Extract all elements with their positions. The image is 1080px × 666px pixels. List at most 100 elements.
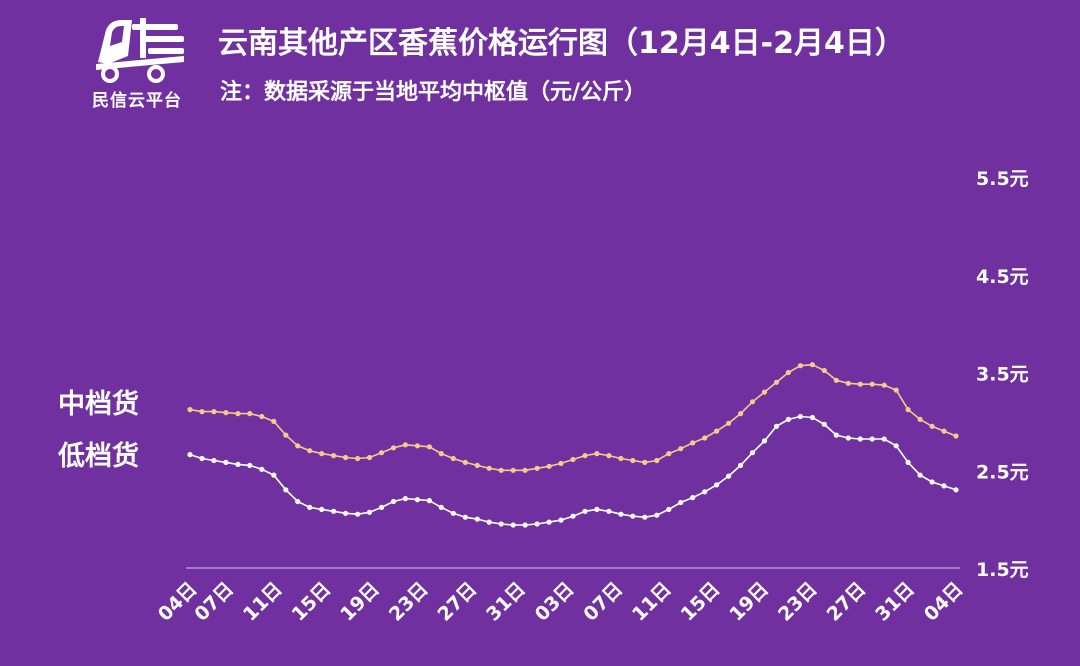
x-tick-label: 27日 <box>433 578 481 626</box>
mid-grade-point <box>474 462 480 468</box>
low-grade-point <box>642 514 648 520</box>
mid-grade-point <box>797 363 804 369</box>
low-grade-point <box>929 479 935 485</box>
x-tick-label: 23日 <box>774 578 822 626</box>
low-grade-point <box>558 517 564 523</box>
low-grade-point <box>378 504 385 510</box>
mid-grade-point <box>857 381 863 387</box>
brand-name: 民信云平台 <box>92 91 182 111</box>
mid-grade-point <box>522 467 528 473</box>
mid-grade-point <box>486 465 492 471</box>
mid-grade-point <box>594 451 600 457</box>
low-grade-point <box>295 498 301 505</box>
mid-grade-point <box>666 451 672 457</box>
mid-grade-point <box>714 428 720 434</box>
mid-grade-point <box>618 455 624 462</box>
mid-grade-point <box>642 459 648 465</box>
low-grade-point <box>630 513 636 519</box>
mid-grade-point <box>510 467 516 473</box>
x-tick-label: 03日 <box>531 578 579 626</box>
low-grade-point <box>893 443 899 449</box>
mid-grade-point <box>414 443 420 449</box>
low-grade-point <box>582 508 588 514</box>
mid-grade-series-line <box>189 363 957 472</box>
low-grade-point <box>331 508 337 514</box>
mid-grade-point <box>534 465 540 471</box>
mid-grade-point <box>749 399 756 405</box>
mid-grade-point <box>821 367 827 374</box>
chart-title: 云南其他产区香蕉价格运行图（12月4日-2月4日） <box>218 26 905 61</box>
low-grade-point <box>690 495 696 501</box>
mid-grade-point <box>402 442 408 448</box>
mid-grade-point <box>726 420 732 426</box>
mid-grade-point <box>247 411 253 417</box>
low-grade-point <box>654 512 660 518</box>
low-grade-point <box>510 522 516 528</box>
mid-grade-point <box>809 362 816 368</box>
mid-grade-point <box>462 459 468 465</box>
mid-grade-point <box>271 418 277 424</box>
mid-grade-point <box>259 413 265 420</box>
low-grade-point <box>355 511 361 517</box>
x-tick-label: 11日 <box>628 578 676 626</box>
x-tick-label: 04日 <box>154 578 202 626</box>
low-grade-point <box>749 450 756 456</box>
low-grade-point <box>462 514 468 520</box>
low-grade-point <box>702 489 708 495</box>
mid-grade-point <box>426 444 432 450</box>
low-grade-point <box>941 483 947 489</box>
low-grade-point <box>319 506 325 512</box>
low-grade-point <box>438 504 444 510</box>
low-grade-point <box>366 509 373 515</box>
x-tick-label: 15日 <box>288 578 336 626</box>
x-tick-label: 23日 <box>385 578 433 626</box>
y-tick-label: 5.5元 <box>976 168 1029 190</box>
mid-grade-point <box>295 443 301 449</box>
y-tick-label: 2.5元 <box>976 461 1029 483</box>
x-tick-label: 07日 <box>579 578 627 626</box>
mid-grade-point <box>498 467 504 473</box>
mid-grade-point <box>773 379 780 385</box>
low-grade-point <box>726 473 732 479</box>
chart-note: 注：数据采源于当地平均中枢值（元/公斤） <box>220 80 647 105</box>
mid-grade-point <box>893 387 899 393</box>
low-grade-point <box>917 472 923 478</box>
mid-grade-point <box>283 432 289 438</box>
low-grade-point <box>283 487 289 493</box>
mid-grade-point <box>917 416 923 422</box>
mid-grade-point <box>881 382 887 388</box>
mid-grade-point <box>366 454 373 461</box>
mid-grade-point <box>319 451 325 457</box>
mid-grade-point <box>953 433 959 439</box>
mid-grade-point <box>570 456 576 463</box>
mid-grade-point <box>654 457 660 464</box>
x-tick-label: 04日 <box>920 578 968 626</box>
low-grade-series-line <box>189 415 957 526</box>
mid-grade-point <box>307 448 313 454</box>
low-grade-point <box>426 498 432 504</box>
mid-grade-point <box>331 453 337 459</box>
x-tick-label: 19日 <box>725 578 773 626</box>
low-grade-point <box>223 459 229 465</box>
low-grade-point <box>486 519 492 525</box>
low-grade-point <box>738 462 744 468</box>
low-grade-point <box>785 416 792 422</box>
y-tick-label: 4.5元 <box>976 266 1029 288</box>
mid-grade-point <box>929 423 935 429</box>
low-grade-point <box>390 498 397 505</box>
x-tick-label: 15日 <box>677 578 725 626</box>
low-grade-point <box>594 506 600 512</box>
mid-grade-point <box>606 453 612 459</box>
mid-grade-point <box>905 407 911 413</box>
mid-grade-point <box>378 450 385 456</box>
low-grade-point <box>606 508 612 514</box>
truck-logo-icon <box>96 18 184 83</box>
low-grade-point <box>211 457 217 464</box>
mid-grade-point <box>941 428 947 434</box>
low-grade-point <box>833 432 839 438</box>
mid-grade-point <box>690 440 696 446</box>
low-grade-point <box>570 513 576 519</box>
low-grade-point <box>953 487 959 493</box>
low-grade-point <box>546 519 552 525</box>
